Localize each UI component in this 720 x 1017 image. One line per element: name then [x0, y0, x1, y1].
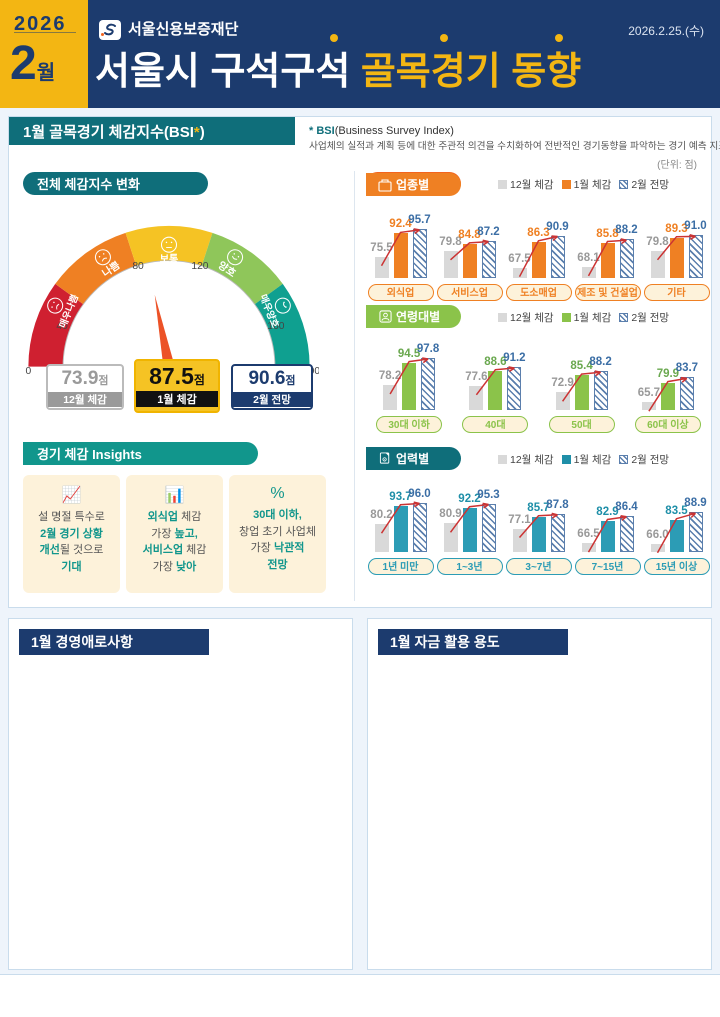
svg-text:0: 0 [26, 366, 32, 377]
svg-text:120: 120 [191, 261, 208, 272]
svg-text:보통: 보통 [160, 254, 179, 266]
svg-text:80: 80 [132, 261, 144, 272]
